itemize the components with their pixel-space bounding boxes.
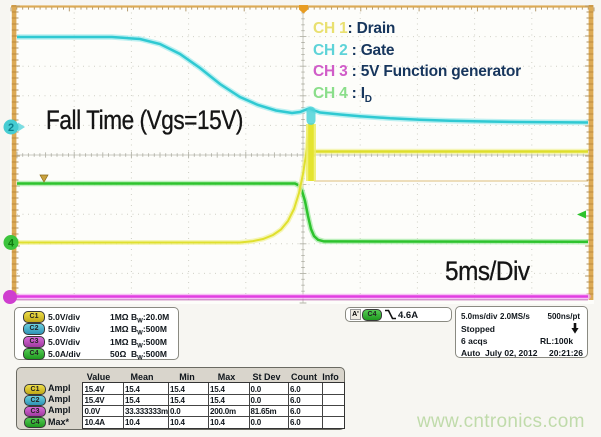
svg-text:4: 4 bbox=[8, 238, 15, 250]
svg-text:2: 2 bbox=[8, 122, 14, 134]
